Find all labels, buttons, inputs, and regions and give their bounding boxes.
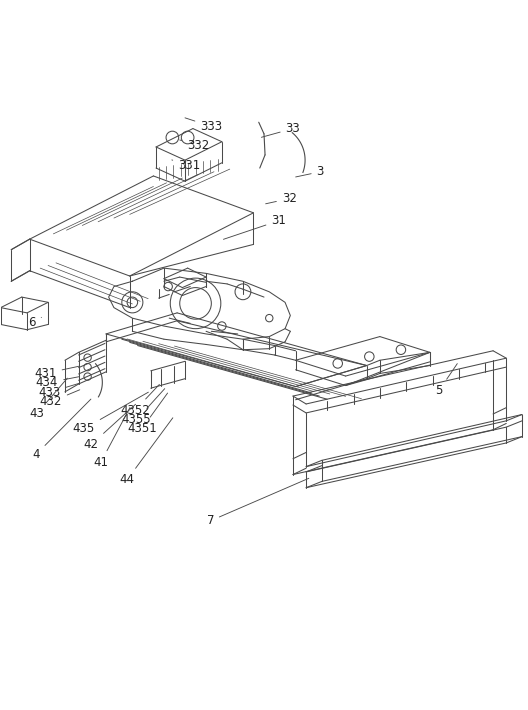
Text: 4351: 4351	[127, 393, 167, 435]
Text: 333: 333	[185, 118, 222, 133]
Text: 331: 331	[172, 159, 200, 172]
Text: 43: 43	[29, 378, 68, 420]
Text: 31: 31	[223, 214, 286, 239]
Text: 3: 3	[296, 165, 324, 178]
Text: 5: 5	[435, 364, 457, 398]
Text: 42: 42	[84, 404, 136, 451]
Text: 44: 44	[119, 417, 173, 486]
Text: 4355: 4355	[122, 388, 165, 426]
Text: 32: 32	[266, 192, 297, 205]
Text: 4352: 4352	[120, 384, 159, 417]
Text: 33: 33	[261, 122, 300, 137]
Text: 41: 41	[93, 408, 130, 469]
Text: 7: 7	[206, 479, 309, 528]
Text: 435: 435	[73, 392, 148, 435]
Text: 431: 431	[34, 366, 80, 380]
Text: 433: 433	[38, 383, 80, 399]
Text: 332: 332	[180, 139, 209, 153]
Text: 434: 434	[36, 376, 80, 389]
Text: 4: 4	[33, 399, 91, 461]
Text: 6: 6	[29, 316, 41, 329]
Text: 432: 432	[40, 390, 80, 408]
